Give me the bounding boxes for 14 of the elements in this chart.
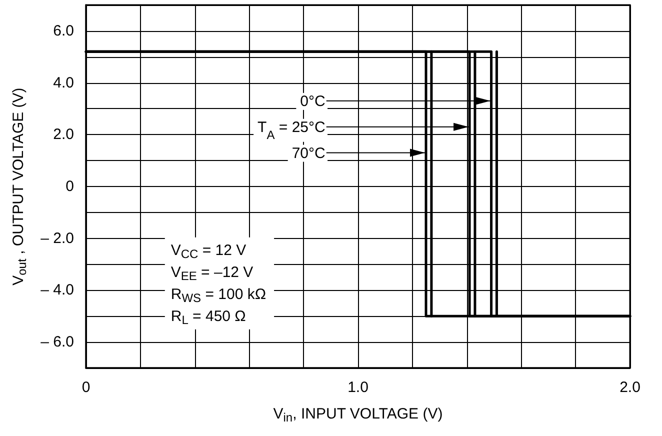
x-tick-label: 2.0 [620, 379, 640, 396]
y-tick-label: 0 [66, 178, 74, 195]
x-tick-label: 0 [82, 379, 90, 396]
y-tick-label: 2.0 [53, 126, 74, 144]
y-tick-label: – 2.0 [40, 230, 74, 247]
y-tick-label: 4.0 [53, 74, 74, 92]
y-axis-title: Vout , OUTPUT VOLTAGE (V) [10, 88, 29, 286]
annotation: T$_{A}$ = 25°C [258, 118, 326, 142]
x-tick-label: 1.0 [348, 379, 368, 396]
y-tick-label: – 4.0 [40, 282, 74, 299]
y-tick-label: – 6.0 [40, 334, 74, 351]
annotation: 70°C [292, 144, 326, 162]
annotation: 0°C [300, 92, 326, 110]
y-tick-label: 6.0 [53, 22, 74, 40]
